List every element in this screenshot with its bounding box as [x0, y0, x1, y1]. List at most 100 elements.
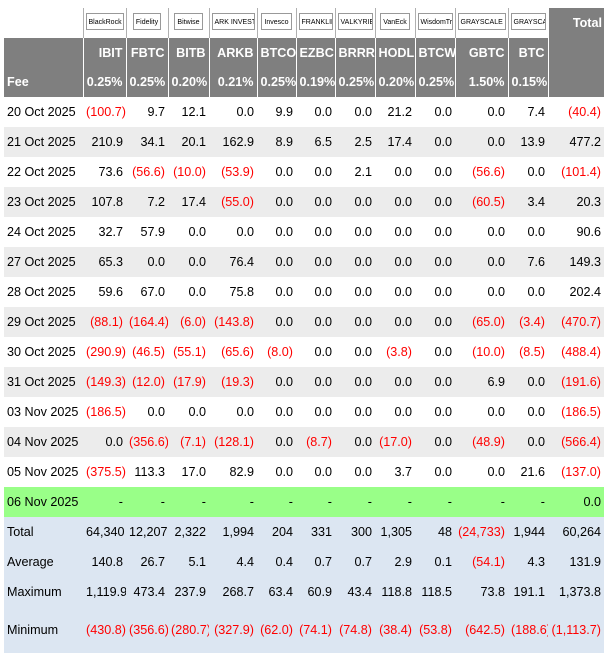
flow-value: -: [335, 487, 375, 517]
flow-value: 0.0: [296, 277, 335, 307]
table-row: 23 Oct 2025 107.8 7.2 17.4 (55.0) 0.0 0.0 0.0 0.…: [4, 187, 604, 217]
flow-value: 0.0: [335, 337, 375, 367]
row-date: 04 Nov 2025: [4, 427, 83, 457]
row-total-value: (191.6): [548, 367, 604, 397]
flow-value: 73.6: [83, 157, 126, 187]
flow-value: 0.0: [296, 337, 335, 367]
flow-value: 0.0: [375, 367, 415, 397]
flow-value: 0.0: [415, 457, 455, 487]
summary-value: 4.3: [508, 547, 548, 577]
issuer-logo: WisdomTree: [417, 13, 453, 30]
flow-value: 0.0: [83, 427, 126, 457]
row-total-value: (488.4): [548, 337, 604, 367]
flow-value: 75.8: [209, 277, 257, 307]
table-row: 20 Oct 2025 (100.7) 9.7 12.1 0.0 9.9 0.0 0.0 21.…: [4, 97, 604, 127]
ticker-header: EZBC: [295, 38, 335, 67]
flow-value: (55.0): [209, 187, 257, 217]
flow-value: (56.6): [455, 157, 508, 187]
summary-total-value: 1,373.8: [548, 577, 604, 607]
flow-value: 0.0: [508, 367, 548, 397]
flow-value: -: [126, 487, 168, 517]
ticker-header: FBTC: [125, 38, 168, 67]
summary-value: (327.9): [209, 607, 257, 653]
row-date: 27 Oct 2025: [4, 247, 83, 277]
flow-value: 57.9: [126, 217, 168, 247]
table-row: 21 Oct 2025 210.9 34.1 20.1 162.9 8.9 6.5 2.5 17…: [4, 127, 604, 157]
row-date: 24 Oct 2025: [4, 217, 83, 247]
flow-value: 0.0: [257, 427, 296, 457]
summary-value: (356.6): [126, 607, 168, 653]
row-total-value: (566.4): [548, 427, 604, 457]
flow-value: 0.0: [296, 97, 335, 127]
fee-value: 0.20%: [374, 67, 415, 97]
flow-value: 0.0: [168, 397, 209, 427]
summary-value: (24,733): [455, 517, 508, 547]
issuer-logo: Invesco: [261, 13, 292, 30]
row-date: 05 Nov 2025: [4, 457, 83, 487]
flow-value: 0.0: [296, 457, 335, 487]
flow-value: 0.0: [257, 277, 296, 307]
flow-value: 0.0: [415, 247, 455, 277]
fee-value: 0.21%: [208, 67, 257, 97]
summary-value: 118.5: [415, 577, 455, 607]
flow-value: 0.0: [296, 367, 335, 397]
flow-value: 9.9: [257, 97, 296, 127]
summary-value: 331: [296, 517, 335, 547]
table-row: 30 Oct 2025 (290.9) (46.5) (55.1) (65.6) (8.0…: [4, 337, 604, 367]
row-date: 03 Nov 2025: [4, 397, 83, 427]
summary-label: Minimum: [4, 607, 83, 653]
ticker-header: BTCW: [414, 38, 455, 67]
fee-value: 1.50%: [454, 67, 508, 97]
table-row: 03 Nov 2025 (186.5) 0.0 0.0 0.0 0.0 0.0 0.0 0.0 0…: [4, 397, 604, 427]
fee-total-blank: [547, 67, 604, 97]
flow-value: 2.5: [335, 127, 375, 157]
table-row: 06 Nov 2025- - - - - - - - - - -0.0: [4, 487, 604, 517]
summary-value: 5.1: [168, 547, 209, 577]
flow-value: 0.0: [209, 97, 257, 127]
summary-value: 204: [257, 517, 296, 547]
flow-value: (53.9): [209, 157, 257, 187]
summary-value: 2,322: [168, 517, 209, 547]
flow-value: (10.0): [455, 337, 508, 367]
table-row: 29 Oct 2025 (88.1) (164.4) (6.0) (143.8) 0.0 0…: [4, 307, 604, 337]
flow-value: 0.0: [508, 217, 548, 247]
flow-value: -: [257, 487, 296, 517]
fee-row: Fee 0.25% 0.25% 0.20% 0.21% 0.25% 0.19% 0.25% 0.…: [4, 67, 604, 97]
flow-value: 0.0: [455, 97, 508, 127]
issuer-logo: ARK INVEST: [211, 13, 255, 30]
row-total-value: 149.3: [548, 247, 604, 277]
flow-value: 0.0: [168, 217, 209, 247]
flow-value: (100.7): [83, 97, 126, 127]
flow-value: -: [168, 487, 209, 517]
row-date: 29 Oct 2025: [4, 307, 83, 337]
flow-value: 0.0: [296, 397, 335, 427]
flow-value: 0.0: [335, 247, 375, 277]
flow-value: (65.6): [209, 337, 257, 367]
flow-value: 0.0: [415, 157, 455, 187]
flow-value: 6.5: [296, 127, 335, 157]
ticker-header: HODL: [374, 38, 415, 67]
summary-value: 26.7: [126, 547, 168, 577]
flow-value: 0.0: [415, 337, 455, 367]
summary-value: 2.9: [375, 547, 415, 577]
summary-value: (38.4): [375, 607, 415, 653]
issuer-logo-cell: VanEck: [374, 8, 415, 38]
flow-value: 21.6: [508, 457, 548, 487]
ticker-header: BRRR: [334, 38, 375, 67]
flow-value: 0.0: [257, 187, 296, 217]
flow-value: 0.0: [296, 247, 335, 277]
summary-rows: Total 64,340 12,207 2,322 1,994 204 331 300 1,30…: [4, 517, 604, 653]
flow-value: 2.1: [335, 157, 375, 187]
summary-value: (188.6): [508, 607, 548, 653]
issuer-logo-cell: Invesco: [256, 8, 296, 38]
row-date: 23 Oct 2025: [4, 187, 83, 217]
summary-value: (280.7): [168, 607, 209, 653]
flow-value: 0.0: [415, 277, 455, 307]
flow-value: (19.3): [209, 367, 257, 397]
fee-value: 0.25%: [82, 67, 126, 97]
flow-value: 0.0: [335, 427, 375, 457]
summary-value: 473.4: [126, 577, 168, 607]
row-total-value: (186.5): [548, 397, 604, 427]
issuer-logo-cell: WisdomTree: [414, 8, 455, 38]
flow-value: (3.8): [375, 337, 415, 367]
